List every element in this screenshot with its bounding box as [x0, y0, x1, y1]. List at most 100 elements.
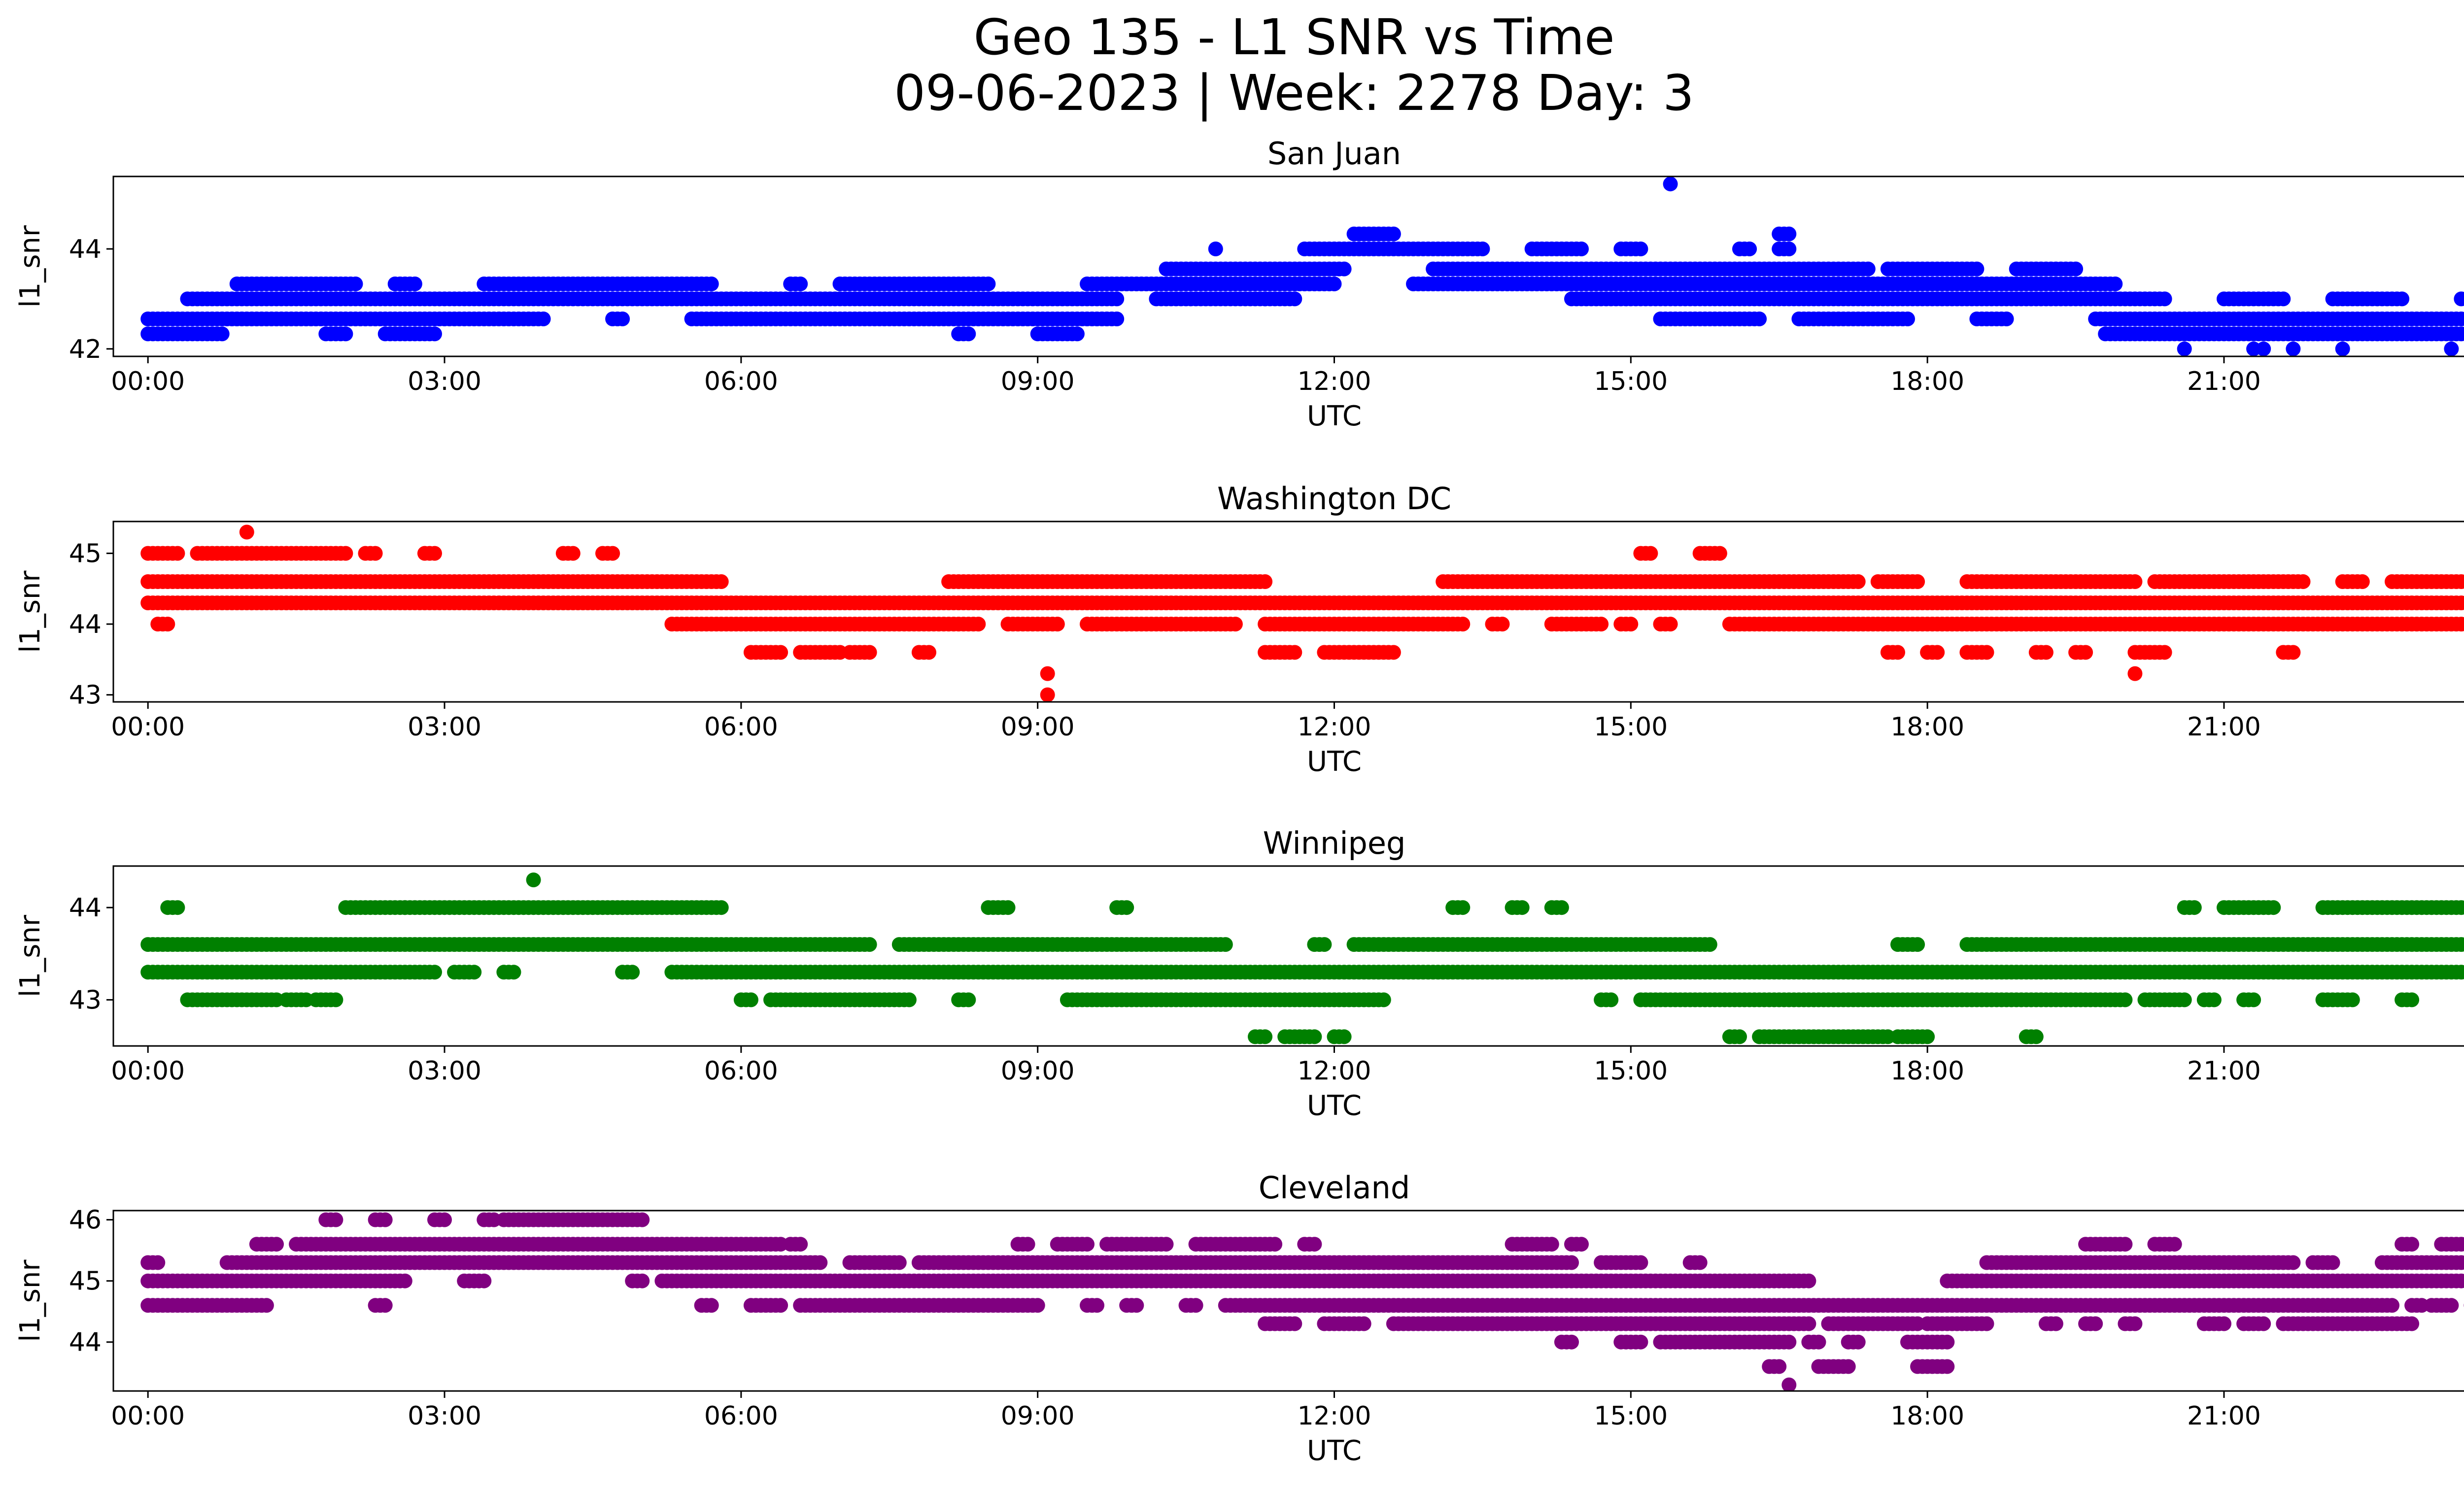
data-point	[1287, 291, 1302, 307]
data-point	[2028, 1029, 2044, 1044]
data-point	[2256, 1316, 2271, 1331]
data-point	[1604, 992, 1619, 1008]
data-point	[1594, 617, 1609, 632]
x-tick-label: 00:00	[111, 367, 185, 396]
data-point	[2286, 341, 2301, 356]
data-point	[427, 546, 442, 561]
data-point	[1228, 617, 1243, 632]
data-point	[862, 645, 877, 660]
x-tick-label: 00:00	[111, 1056, 185, 1086]
data-point	[1811, 1334, 1826, 1350]
data-point	[338, 326, 353, 342]
data-point	[2177, 341, 2192, 356]
data-point	[1643, 546, 1658, 561]
data-point	[239, 524, 254, 540]
y-tick-label: 44	[69, 610, 102, 639]
x-tick-label: 06:00	[704, 367, 778, 396]
data-point	[2459, 312, 2464, 326]
data-point	[2444, 341, 2459, 356]
data-point	[922, 645, 936, 660]
data-point	[427, 326, 442, 342]
data-point	[2335, 341, 2350, 356]
data-point	[1732, 1029, 1747, 1044]
data-point	[1258, 291, 1273, 307]
data-point	[1930, 645, 1945, 660]
data-point	[1940, 1359, 1955, 1374]
subplot-title: Washington DC	[1217, 481, 1451, 517]
data-point	[1258, 1029, 1273, 1044]
x-tick-label: 12:00	[1298, 367, 1371, 396]
y-tick-label: 43	[69, 681, 102, 710]
y-axis-label: l1_snr	[14, 225, 46, 308]
data-point	[526, 872, 541, 888]
data-point	[1109, 291, 1125, 307]
data-point	[1979, 1316, 1994, 1331]
data-point	[397, 1273, 412, 1288]
data-point	[743, 992, 758, 1008]
y-axis-label: l1_snr	[14, 570, 46, 653]
data-point	[1495, 617, 1510, 632]
x-tick-label: 12:00	[1298, 712, 1371, 742]
subplot-title: San Juan	[1267, 136, 1401, 172]
data-point	[1781, 242, 1797, 256]
data-point	[2127, 1316, 2143, 1331]
data-point	[1455, 900, 1471, 915]
data-point	[1781, 1334, 1797, 1350]
data-point	[1860, 261, 1876, 277]
data-point	[773, 645, 788, 660]
data-point	[214, 326, 230, 342]
data-point	[1742, 242, 1757, 256]
data-point	[2118, 992, 2133, 1008]
data-point	[1781, 226, 1797, 242]
data-point	[2206, 992, 2222, 1008]
data-point	[862, 937, 877, 952]
data-point	[1940, 1334, 1955, 1350]
data-point	[704, 277, 719, 291]
data-point	[1000, 900, 1016, 915]
data-point	[2345, 992, 2360, 1008]
data-point	[2459, 617, 2464, 631]
data-point	[1336, 1029, 1352, 1044]
data-point	[1188, 1298, 1203, 1313]
data-point	[2217, 1316, 2231, 1331]
x-tick-label: 03:00	[408, 367, 481, 396]
data-point	[773, 1298, 788, 1313]
data-point	[377, 1298, 393, 1313]
data-point	[605, 546, 620, 561]
data-point	[1910, 574, 1925, 589]
data-point	[1752, 312, 1767, 326]
data-point	[348, 277, 363, 291]
data-point	[2078, 645, 2093, 660]
x-tick-label: 18:00	[1890, 712, 1964, 742]
data-point	[1208, 242, 1223, 256]
data-point	[1356, 1316, 1371, 1331]
data-point	[477, 1273, 492, 1288]
x-tick-label: 03:00	[408, 1056, 481, 1086]
data-point	[2459, 900, 2464, 915]
data-point	[1564, 1334, 1579, 1350]
data-point	[1910, 937, 1925, 952]
data-point	[2395, 291, 2410, 307]
data-point	[1979, 645, 1994, 660]
data-point	[1040, 666, 1055, 681]
data-point	[2108, 277, 2123, 291]
subplot-title: Cleveland	[1259, 1170, 1410, 1206]
data-point	[1623, 617, 1639, 632]
data-point	[1475, 242, 1490, 256]
data-point	[2068, 261, 2084, 277]
subplot-title: Winnipeg	[1263, 825, 1406, 861]
data-point	[1336, 261, 1352, 277]
data-point	[971, 617, 986, 632]
data-point	[2157, 291, 2172, 307]
y-tick-label: 43	[69, 985, 102, 1015]
data-point	[1633, 1334, 1648, 1350]
data-point	[1090, 1298, 1104, 1313]
data-point	[2177, 992, 2192, 1008]
data-point	[1900, 312, 1915, 326]
data-point	[1663, 617, 1678, 632]
data-point	[1040, 687, 1055, 702]
